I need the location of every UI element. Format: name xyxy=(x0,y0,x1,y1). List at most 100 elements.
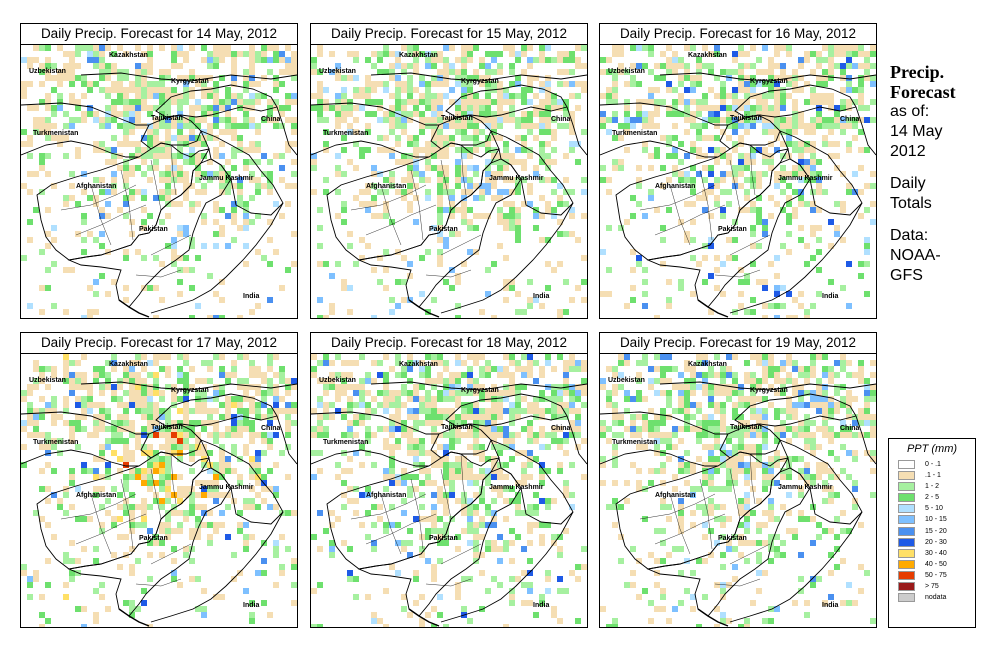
precip-cell xyxy=(99,450,105,456)
precip-cell xyxy=(672,99,678,105)
precip-cell xyxy=(654,432,660,438)
precip-cell xyxy=(774,462,780,468)
precip-cell xyxy=(21,129,27,135)
precip-cell xyxy=(708,366,714,372)
precip-cell xyxy=(371,51,377,57)
precip-cell xyxy=(804,468,810,474)
precip-cell xyxy=(750,384,756,390)
precip-cell xyxy=(642,303,648,309)
precip-cell xyxy=(636,165,642,171)
precip-cell xyxy=(431,396,437,402)
precip-cell xyxy=(111,177,117,183)
precip-cell xyxy=(648,378,654,384)
precip-cell xyxy=(99,372,105,378)
precip-cell xyxy=(371,87,377,93)
precip-cell xyxy=(515,432,521,438)
precip-cell xyxy=(708,444,714,450)
precip-cell xyxy=(702,93,708,99)
precip-cell xyxy=(273,582,279,588)
precip-cell xyxy=(443,177,449,183)
precip-cell xyxy=(678,372,684,378)
precip-cell xyxy=(756,444,762,450)
precip-cell xyxy=(551,99,557,105)
precip-cell xyxy=(521,546,527,552)
precip-cell xyxy=(539,111,545,117)
precip-cell xyxy=(810,255,816,261)
precip-cell xyxy=(347,426,353,432)
precip-cell xyxy=(401,384,407,390)
precip-cell xyxy=(389,456,395,462)
precip-cell xyxy=(672,111,678,117)
precip-cell xyxy=(822,480,828,486)
precip-cell xyxy=(341,480,347,486)
precip-cell xyxy=(231,552,237,558)
precip-cell xyxy=(273,492,279,498)
precip-cell xyxy=(479,456,485,462)
precip-cell xyxy=(726,618,732,624)
precip-cell xyxy=(768,480,774,486)
precip-cell xyxy=(413,408,419,414)
precip-cell xyxy=(780,207,786,213)
precip-cell xyxy=(171,438,177,444)
precip-cell xyxy=(413,462,419,468)
precip-cell xyxy=(195,408,201,414)
precip-cell xyxy=(822,468,828,474)
precip-cell xyxy=(141,384,147,390)
precip-cell xyxy=(696,504,702,510)
precip-cell xyxy=(563,57,569,63)
precip-cell xyxy=(21,426,27,432)
precip-cell xyxy=(135,189,141,195)
precip-cell xyxy=(684,588,690,594)
precip-cell xyxy=(702,279,708,285)
label-china: China xyxy=(551,116,571,123)
precip-cell xyxy=(341,432,347,438)
precip-cell xyxy=(413,141,419,147)
precip-cell xyxy=(213,492,219,498)
precip-cell xyxy=(353,510,359,516)
precip-cell xyxy=(756,540,762,546)
precip-cell xyxy=(503,285,509,291)
forecast-panel-16-may: Daily Precip. Forecast for 16 May, 2012 xyxy=(599,23,877,319)
precip-cell xyxy=(117,564,123,570)
precip-cell xyxy=(117,420,123,426)
precip-cell xyxy=(660,462,666,468)
precip-cell xyxy=(612,480,618,486)
precip-cell xyxy=(473,534,479,540)
precip-cell xyxy=(846,474,852,480)
precip-cell xyxy=(249,486,255,492)
precip-cell xyxy=(99,87,105,93)
precip-cell xyxy=(207,177,213,183)
precip-cell xyxy=(183,372,189,378)
precip-cell xyxy=(431,105,437,111)
precip-cell xyxy=(353,576,359,582)
precip-cell xyxy=(846,51,852,57)
precip-cell xyxy=(419,624,425,627)
precip-cell xyxy=(467,153,473,159)
precip-cell xyxy=(371,201,377,207)
precip-cell xyxy=(557,390,563,396)
precip-cell xyxy=(407,390,413,396)
precip-cell xyxy=(437,123,443,129)
precip-cell xyxy=(774,480,780,486)
precip-cell xyxy=(449,378,455,384)
precip-cell xyxy=(714,540,720,546)
precip-cell xyxy=(213,480,219,486)
precip-cell xyxy=(57,93,63,99)
precip-cell xyxy=(341,540,347,546)
precip-cell xyxy=(714,183,720,189)
precip-cell xyxy=(612,69,618,75)
precip-cell xyxy=(858,213,864,219)
precip-cell xyxy=(642,420,648,426)
precip-cell xyxy=(600,57,606,63)
precip-cell xyxy=(183,225,189,231)
precip-cell xyxy=(237,384,243,390)
precip-cell xyxy=(455,390,461,396)
precip-cell xyxy=(249,534,255,540)
precip-cell xyxy=(99,213,105,219)
precip-cell xyxy=(419,177,425,183)
precip-cell xyxy=(503,486,509,492)
precip-cell xyxy=(786,402,792,408)
precip-cell xyxy=(738,69,744,75)
precip-cell xyxy=(317,378,323,384)
precip-cell xyxy=(141,135,147,141)
